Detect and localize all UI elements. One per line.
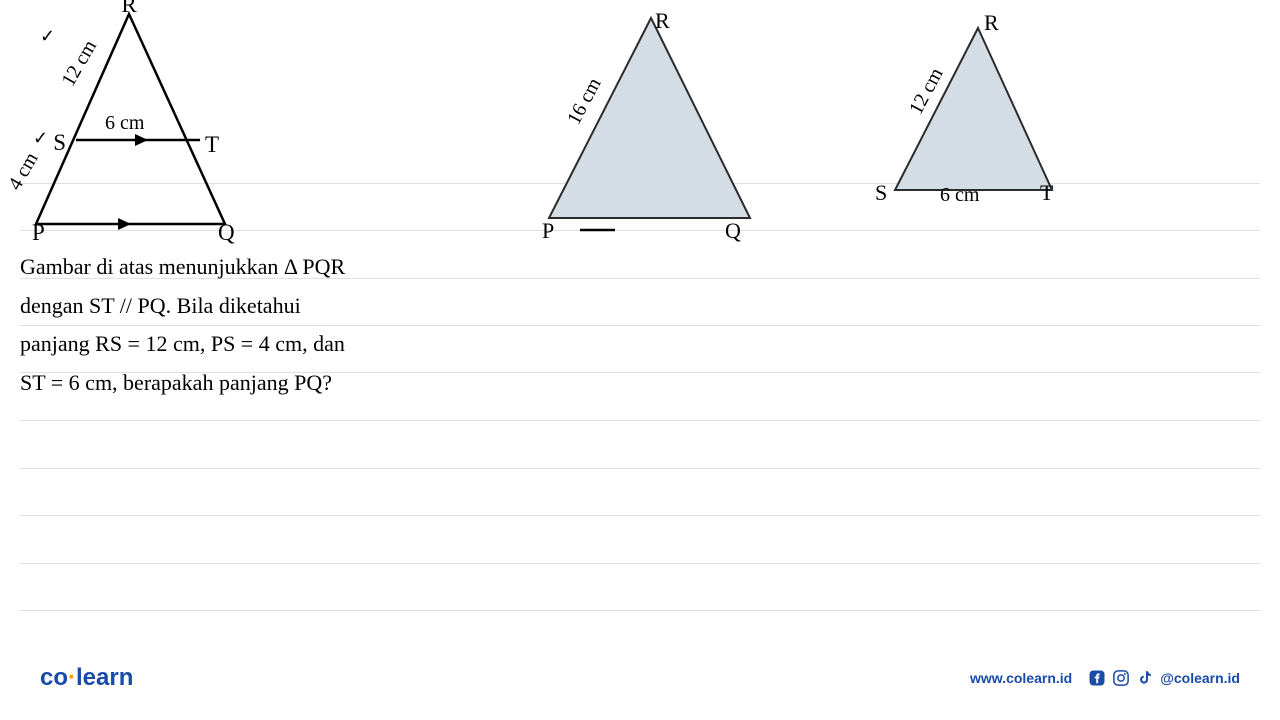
annotation-ST-right: 6 cm: [940, 184, 979, 207]
label-T-right: T: [1040, 180, 1053, 206]
logo-co: co: [40, 664, 68, 691]
facebook-icon[interactable]: [1088, 669, 1106, 687]
website-link[interactable]: www.colearn.id: [970, 670, 1072, 686]
brand-logo: co·learn: [40, 664, 133, 692]
label-P-mid: P: [542, 218, 554, 244]
logo-learn: learn: [76, 664, 133, 691]
label-R-right: R: [984, 10, 999, 36]
problem-line3: panjang RS = 12 cm, PS = 4 cm, dan: [20, 325, 470, 364]
footer-right: www.colearn.id @colearn.id: [970, 669, 1240, 687]
social-icons: @colearn.id: [1088, 669, 1240, 687]
logo-dot: ·: [68, 664, 76, 691]
social-handle[interactable]: @colearn.id: [1160, 670, 1240, 686]
footer: co·learn www.colearn.id @colearn.id: [0, 664, 1280, 692]
label-S-right: S: [875, 180, 887, 206]
instagram-icon[interactable]: [1112, 669, 1130, 687]
diagram-right: [0, 0, 1100, 220]
content-area: R S T P Q 12 cm ✓ 4 cm ✓ 6 cm R P Q 16 c…: [0, 0, 1280, 720]
problem-line2: dengan ST // PQ. Bila diketahui: [20, 287, 470, 326]
tiktok-icon[interactable]: [1136, 669, 1154, 687]
problem-line4: ST = 6 cm, berapakah panjang PQ?: [20, 364, 470, 403]
problem-line1: Gambar di atas menunjukkan Δ PQR: [20, 248, 470, 287]
problem-text: Gambar di atas menunjukkan Δ PQR dengan …: [20, 248, 470, 402]
label-Q-mid: Q: [725, 218, 741, 244]
